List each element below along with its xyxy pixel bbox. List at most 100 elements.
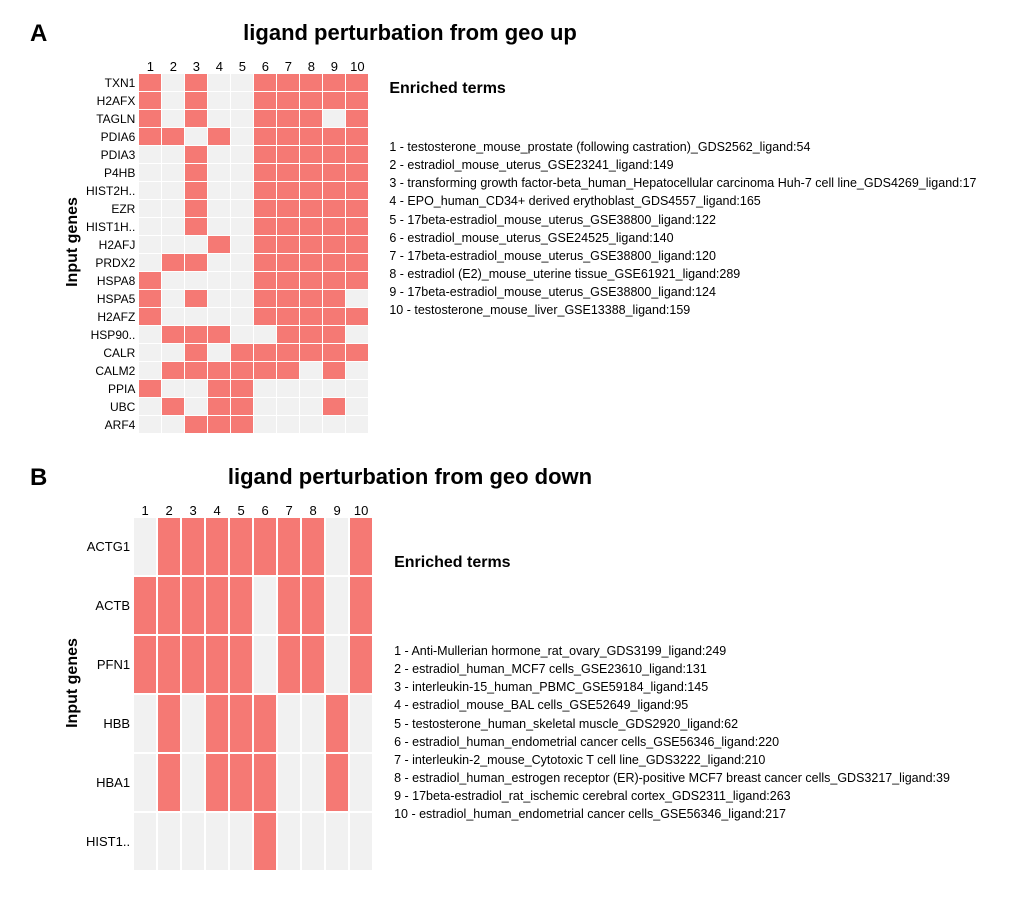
heatmap-cell xyxy=(350,754,372,811)
heatmap-cell xyxy=(139,74,161,91)
y-axis-label: Input genes xyxy=(64,638,82,728)
y-axis-label-container: Input genes xyxy=(60,50,86,434)
legend-item: 4 - estradiol_mouse_BAL cells_GSE52649_l… xyxy=(394,696,950,714)
heatmap-cell xyxy=(139,272,161,289)
heatmap-cell xyxy=(346,146,368,163)
heatmap-cell xyxy=(346,326,368,343)
heatmap-cell xyxy=(139,92,161,109)
chart-title: ligand perturbation from geo down xyxy=(0,464,1000,490)
heatmap-cell xyxy=(162,362,184,379)
heatmap-cell xyxy=(323,74,345,91)
column-headers: 12345678910 xyxy=(139,50,369,74)
legend-item: 5 - testosterone_human_skeletal muscle_G… xyxy=(394,715,950,733)
heatmap-cell xyxy=(300,200,322,217)
heatmap-cell xyxy=(231,110,253,127)
heatmap-cell xyxy=(277,362,299,379)
heatmap-cell xyxy=(300,74,322,91)
heatmap-cell xyxy=(231,308,253,325)
heatmap-cell xyxy=(254,398,276,415)
heatmap-cell xyxy=(254,272,276,289)
heatmap-cell xyxy=(162,200,184,217)
heatmap-cell xyxy=(323,218,345,235)
heatmap-cell xyxy=(230,518,252,575)
gene-label: ARF4 xyxy=(86,416,135,433)
heatmap-cell xyxy=(231,182,253,199)
heatmap-cell xyxy=(323,128,345,145)
heatmap-cell xyxy=(326,518,348,575)
gene-label: HIST1H.. xyxy=(86,218,135,235)
heatmap-cell xyxy=(254,518,276,575)
heatmap-cell xyxy=(134,518,156,575)
heatmap-cell xyxy=(346,92,368,109)
gene-label: HSPA8 xyxy=(86,272,135,289)
heatmap-row xyxy=(139,380,369,397)
heatmap-cell xyxy=(346,74,368,91)
heatmap-cell xyxy=(230,695,252,752)
heatmap-cell xyxy=(208,92,230,109)
heatmap-cell xyxy=(162,182,184,199)
heatmap-cell xyxy=(346,380,368,397)
heatmap-cell xyxy=(182,518,204,575)
heatmap-cell xyxy=(254,182,276,199)
legend-item: 4 - EPO_human_CD34+ derived erythoblast_… xyxy=(389,192,976,210)
heatmap-cell xyxy=(254,146,276,163)
heatmap-cell xyxy=(346,398,368,415)
heatmap-cell xyxy=(277,416,299,433)
heatmap-cell xyxy=(254,290,276,307)
heatmap-cell xyxy=(323,290,345,307)
heatmap-cell xyxy=(208,182,230,199)
gene-label: TXN1 xyxy=(86,74,135,91)
heatmap-cell xyxy=(300,308,322,325)
heatmap-cell xyxy=(300,128,322,145)
heatmap-row xyxy=(134,754,374,811)
heatmap-cell xyxy=(277,164,299,181)
heatmap-cell xyxy=(326,813,348,870)
heatmap-cell xyxy=(278,518,300,575)
heatmap-cell xyxy=(185,74,207,91)
heatmap-cell xyxy=(300,236,322,253)
heatmap-cell xyxy=(346,128,368,145)
heatmap-cell xyxy=(346,272,368,289)
heatmap-cell xyxy=(346,362,368,379)
heatmap-cell xyxy=(326,577,348,634)
heatmap-cell xyxy=(230,754,252,811)
legend: Enriched terms 1 - testosterone_mouse_pr… xyxy=(369,50,976,434)
heatmap-cell xyxy=(326,636,348,693)
heatmap-cell xyxy=(277,182,299,199)
gene-label: EZR xyxy=(86,200,135,217)
heatmap-cell xyxy=(139,344,161,361)
gene-label: CALR xyxy=(86,344,135,361)
heatmap-row xyxy=(139,272,369,289)
heatmap-cell xyxy=(162,146,184,163)
legend-item: 8 - estradiol (E2)_mouse_uterine tissue_… xyxy=(389,265,976,283)
heatmap-cell xyxy=(300,398,322,415)
legend-item: 10 - estradiol_human_endometrial cancer … xyxy=(394,805,950,823)
column-header: 7 xyxy=(277,59,299,74)
heatmap-cell xyxy=(277,128,299,145)
heatmap-cell xyxy=(302,695,324,752)
y-axis-label: Input genes xyxy=(64,197,82,287)
heatmap-cell xyxy=(206,636,228,693)
heatmap-cell xyxy=(134,754,156,811)
gene-label: H2AFX xyxy=(86,92,135,109)
heatmap-cell xyxy=(185,146,207,163)
heatmap-cell xyxy=(278,577,300,634)
heatmap-cell xyxy=(182,754,204,811)
heatmap-cell xyxy=(254,128,276,145)
legend-item: 8 - estradiol_human_estrogen receptor (E… xyxy=(394,769,950,787)
legend-title: Enriched terms xyxy=(394,554,950,572)
legend-item: 7 - interleukin-2_mouse_Cytotoxic T cell… xyxy=(394,751,950,769)
legend-item: 10 - testosterone_mouse_liver_GSE13388_l… xyxy=(389,301,976,319)
heatmap-cell xyxy=(162,308,184,325)
heatmap-cell xyxy=(139,326,161,343)
heatmap-cell xyxy=(182,695,204,752)
heatmap-cell xyxy=(323,344,345,361)
heatmap-row xyxy=(139,362,369,379)
gene-labels: TXN1H2AFXTAGLNPDIA6PDIA3P4HBHIST2H..EZRH… xyxy=(86,50,139,434)
heatmap-cell xyxy=(254,380,276,397)
heatmap-cell xyxy=(231,92,253,109)
heatmap-cell xyxy=(277,110,299,127)
heatmap-cell xyxy=(208,362,230,379)
legend-item: 1 - Anti-Mullerian hormone_rat_ovary_GDS… xyxy=(394,642,950,660)
heatmap-cell xyxy=(323,146,345,163)
